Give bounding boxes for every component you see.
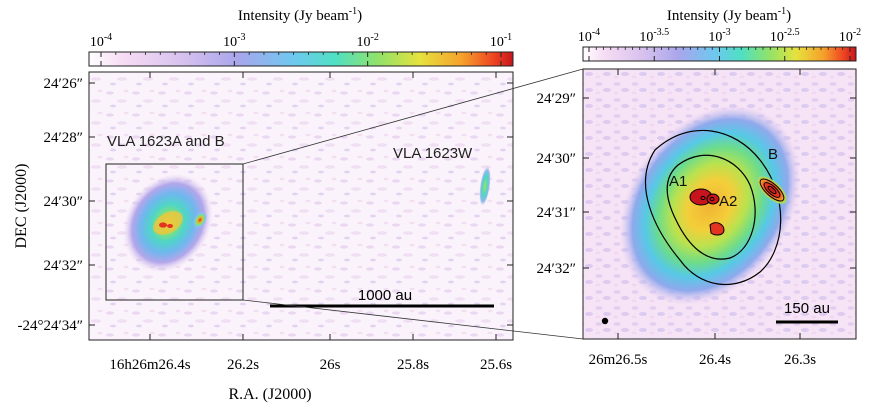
- left-image: [89, 72, 513, 340]
- left-colorbar-ticks: [100, 52, 502, 66]
- zoom-region-box: [105, 163, 244, 301]
- right-colorbar-tick-2: 10-3: [708, 27, 730, 45]
- left-ytick-label-2: 24′30″: [43, 194, 83, 210]
- right-colorbar-tick-1: 10-3.5: [639, 27, 669, 45]
- left-colorbar-tick-1: 10-3: [223, 32, 245, 50]
- right-colorbar-tick-labels: 10-4 10-3.5 10-3 10-2.5 10-2: [578, 27, 861, 45]
- right-ytick-label-2: 24′31″: [536, 205, 576, 221]
- left-ytick-label-1: 24′28″: [43, 130, 83, 146]
- right-ytick-label-1: 24′30″: [536, 151, 576, 167]
- vla1623w-emission: [479, 166, 491, 206]
- left-xtick-label-0: 16h26m26.4s: [109, 357, 190, 373]
- label-vla1623ab: VLA 1623A and B: [107, 133, 225, 150]
- left-xtick-label-4: 25.6s: [480, 357, 512, 373]
- left-y-tick-labels: 24′26″ 24′28″ 24′30″ 24′32″ -24°24′34″: [17, 76, 83, 334]
- label-vla1623w: VLA 1623W: [393, 145, 473, 162]
- left-colorbar-tick-2: 10-2: [356, 32, 378, 50]
- left-ytick-label-3: 24′32″: [43, 258, 83, 274]
- right-xtick-label-1: 26.4s: [699, 352, 731, 368]
- right-frame: [582, 68, 857, 340]
- left-frame: [88, 71, 514, 341]
- left-axis-ticks: [89, 72, 513, 340]
- left-colorbar-tick-0: 10-4: [90, 32, 112, 50]
- source-a2-core: [706, 193, 720, 205]
- left-colorbar-tick-3: 10-1: [490, 32, 512, 50]
- right-scalebar-label: 150 au: [784, 300, 830, 317]
- right-colorbar-tick-4: 10-2: [839, 27, 861, 45]
- contour-south: [709, 222, 725, 236]
- left-colorbar: [88, 51, 514, 67]
- left-xtick-label-3: 25.8s: [397, 357, 429, 373]
- right-colorbar-tick-0: 10-4: [578, 27, 600, 45]
- right-xtick-label-0: 26m26.5s: [589, 352, 648, 368]
- label-a1: A1: [669, 173, 687, 190]
- left-ytick-label-4: -24°24′34″: [17, 318, 83, 334]
- vla1623b-emission: [193, 211, 207, 229]
- disk-emission: [619, 105, 801, 305]
- left-xtick-label-1: 26.2s: [227, 357, 259, 373]
- left-ytick-label-0: 24′26″: [43, 76, 83, 92]
- source-b-emission: [755, 175, 789, 205]
- left-colorbar-tick-labels: 10-4 10-3 10-2 10-1: [90, 32, 512, 50]
- left-ylabel: DEC (J2000): [13, 164, 30, 249]
- right-axis-ticks: [583, 69, 856, 339]
- left-colorbar-title: Intensity (Jy beam-1): [238, 6, 362, 24]
- right-x-tick-labels: 26m26.5s 26.4s 26.3s: [589, 352, 817, 368]
- right-ytick-label-0: 24′29″: [536, 91, 576, 107]
- contour-inner: [666, 154, 756, 260]
- right-colorbar-tick-3: 10-2.5: [770, 27, 800, 45]
- right-y-tick-labels: 24′29″ 24′30″ 24′31″ 24′32″: [536, 91, 576, 277]
- right-colorbar-ticks: [588, 47, 851, 61]
- right-ytick-label-3: 24′32″: [536, 261, 576, 277]
- contour-outer: [645, 129, 782, 285]
- left-xtick-label-2: 26s: [320, 357, 341, 373]
- right-colorbar-title: Intensity (Jy beam-1): [667, 6, 791, 24]
- beam-ellipse: [601, 317, 609, 325]
- left-scalebar-label: 1000 au: [358, 287, 412, 304]
- label-b: B: [768, 146, 778, 163]
- right-xtick-label-2: 26.3s: [784, 352, 816, 368]
- zoom-connector-bottom: [242, 299, 584, 340]
- left-x-tick-labels: 16h26m26.4s 26.2s 26s 25.8s 25.6s: [109, 357, 512, 373]
- left-xlabel: R.A. (J2000): [228, 386, 311, 403]
- right-image: [583, 69, 856, 339]
- zoom-connector-top: [242, 68, 584, 165]
- label-a2: A2: [719, 193, 737, 210]
